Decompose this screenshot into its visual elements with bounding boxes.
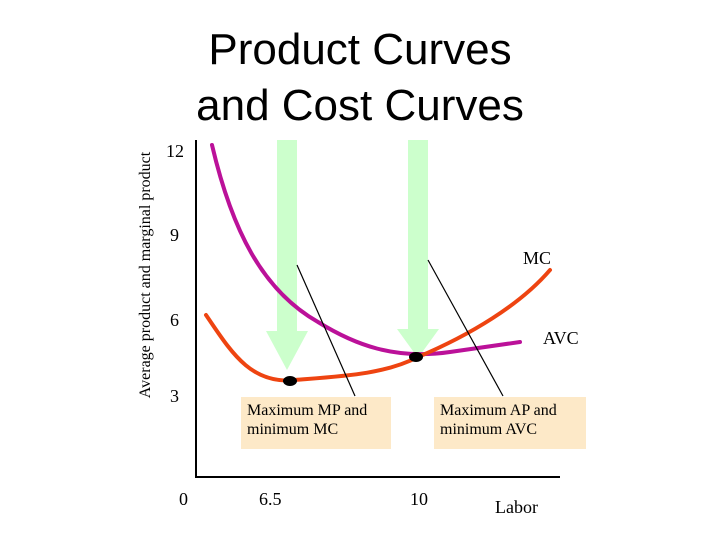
pointer-line-min-mc <box>296 264 356 397</box>
x-tick-0: 0 <box>179 489 188 509</box>
mc-curve <box>204 268 552 383</box>
avc-curve <box>210 143 522 357</box>
arrow-min-mc <box>266 140 308 370</box>
chart-title-line-1: Product Curves <box>208 25 512 74</box>
chart-title: Product Curves and Cost Curves <box>150 22 570 134</box>
y-tick-6: 6 <box>170 310 179 330</box>
annotation-1-line-1: Maximum MP and <box>247 402 368 419</box>
y-tick-3: 3 <box>170 386 179 406</box>
min-mc-point <box>283 376 297 386</box>
arrow-min-avc <box>397 140 439 358</box>
annotation-max-mp-min-mc: Maximum MP and minimum MC <box>241 397 391 449</box>
annotation-max-ap-min-avc: Maximum AP and minimum AVC <box>434 397 586 449</box>
x-tick-6-5: 6.5 <box>259 489 282 509</box>
y-tick-12: 12 <box>166 141 184 161</box>
avc-label: AVC <box>543 328 579 348</box>
y-tick-9: 9 <box>170 225 179 245</box>
annotation-2-line-1: Maximum AP and <box>440 402 557 419</box>
annotation-2-line-2: minimum AVC <box>440 421 538 438</box>
chart-title-line-2: and Cost Curves <box>196 81 524 130</box>
min-avc-point <box>409 352 423 362</box>
x-axis-label: Labor <box>495 497 538 517</box>
pointer-line-min-avc <box>427 259 504 397</box>
annotation-1-line-2: minimum MC <box>247 421 339 438</box>
mc-label: MC <box>523 248 551 268</box>
x-tick-10: 10 <box>410 489 428 509</box>
